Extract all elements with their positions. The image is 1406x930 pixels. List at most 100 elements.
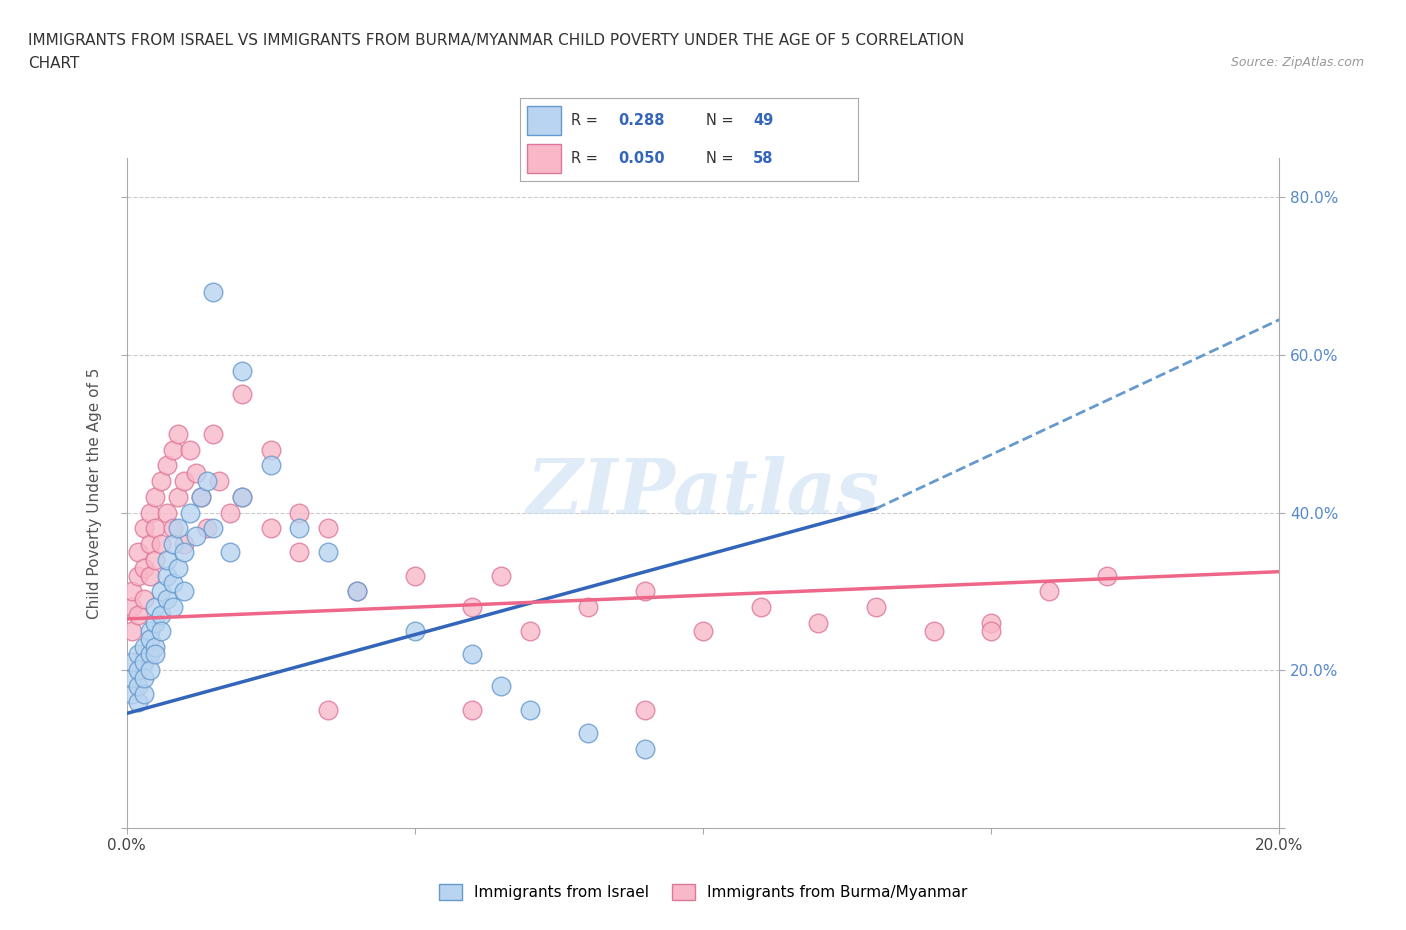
Point <box>138 647 160 662</box>
Text: 58: 58 <box>754 151 773 166</box>
Point <box>980 616 1002 631</box>
Point <box>138 537 160 551</box>
Bar <box>527 106 561 135</box>
Point <box>190 489 212 504</box>
Point <box>259 442 281 457</box>
Point <box>145 552 166 567</box>
Point <box>807 616 830 631</box>
Point <box>1095 568 1118 583</box>
Point <box>202 426 225 441</box>
Point <box>219 505 242 520</box>
Point <box>145 647 166 662</box>
Point <box>208 473 231 488</box>
Point <box>150 473 173 488</box>
Point <box>167 560 190 575</box>
Point <box>195 521 218 536</box>
Point <box>190 489 212 504</box>
Point <box>156 505 179 520</box>
Point <box>318 702 340 717</box>
Point <box>184 529 207 544</box>
Point <box>145 639 166 654</box>
Point <box>145 616 166 631</box>
Point <box>150 584 173 599</box>
Text: 49: 49 <box>754 113 773 128</box>
Point <box>179 442 201 457</box>
Point <box>231 489 253 504</box>
Point <box>346 584 368 599</box>
Point <box>132 521 155 536</box>
Bar <box>527 144 561 173</box>
Point <box>576 600 599 615</box>
Point <box>162 576 184 591</box>
Point <box>634 741 657 756</box>
Point <box>404 623 426 638</box>
Point <box>519 623 541 638</box>
Point <box>173 537 195 551</box>
Point <box>127 647 149 662</box>
Point <box>132 591 155 606</box>
Point <box>121 671 143 685</box>
Point <box>519 702 541 717</box>
Point <box>145 600 166 615</box>
Text: R =: R = <box>571 113 602 128</box>
Point <box>195 473 218 488</box>
Point <box>121 686 143 701</box>
Point <box>127 694 149 709</box>
Text: CHART: CHART <box>28 56 80 71</box>
Point <box>150 607 173 622</box>
Point <box>259 458 281 472</box>
Point <box>318 545 340 560</box>
Point <box>150 537 173 551</box>
Point <box>145 521 166 536</box>
Point <box>922 623 945 638</box>
Point <box>167 489 190 504</box>
Text: R =: R = <box>571 151 602 166</box>
Point <box>132 655 155 670</box>
Point <box>121 623 143 638</box>
Point <box>259 521 281 536</box>
Point <box>121 600 143 615</box>
Point <box>121 584 143 599</box>
Point <box>162 537 184 551</box>
Point <box>288 545 311 560</box>
Point <box>865 600 887 615</box>
Point <box>1038 584 1060 599</box>
Point <box>634 584 657 599</box>
Point <box>138 505 160 520</box>
Point <box>162 600 184 615</box>
Point <box>219 545 242 560</box>
Point <box>202 521 225 536</box>
Point <box>184 466 207 481</box>
Text: 0.288: 0.288 <box>619 113 665 128</box>
Point <box>156 458 179 472</box>
Point <box>692 623 714 638</box>
Point <box>138 631 160 646</box>
Point <box>173 473 195 488</box>
Text: IMMIGRANTS FROM ISRAEL VS IMMIGRANTS FROM BURMA/MYANMAR CHILD POVERTY UNDER THE : IMMIGRANTS FROM ISRAEL VS IMMIGRANTS FRO… <box>28 33 965 47</box>
Point <box>156 552 179 567</box>
Legend: Immigrants from Israel, Immigrants from Burma/Myanmar: Immigrants from Israel, Immigrants from … <box>439 884 967 900</box>
Point <box>173 545 195 560</box>
Point <box>138 663 160 678</box>
Point <box>156 591 179 606</box>
Point <box>231 489 253 504</box>
Point <box>156 568 179 583</box>
Y-axis label: Child Poverty Under the Age of 5: Child Poverty Under the Age of 5 <box>87 367 103 618</box>
Point <box>288 505 311 520</box>
Text: N =: N = <box>706 151 738 166</box>
Point <box>461 647 484 662</box>
Point <box>318 521 340 536</box>
Text: 0.050: 0.050 <box>619 151 665 166</box>
Point <box>634 702 657 717</box>
Point <box>138 568 160 583</box>
Point <box>980 623 1002 638</box>
Point <box>231 387 253 402</box>
Point <box>749 600 772 615</box>
Point <box>150 623 173 638</box>
Point <box>145 489 166 504</box>
Point <box>179 505 201 520</box>
Point <box>162 442 184 457</box>
Point <box>489 679 512 694</box>
Text: ZIPatlas: ZIPatlas <box>526 456 880 530</box>
Point <box>173 584 195 599</box>
